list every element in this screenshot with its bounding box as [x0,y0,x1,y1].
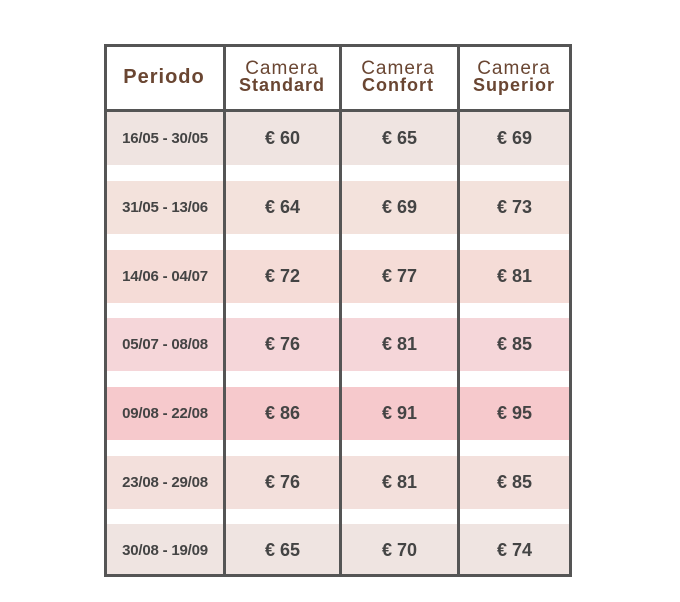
border-bottom [104,574,572,577]
cell-standard: € 76 [264,472,301,492]
cell-standard: € 64 [264,197,301,217]
cell-confort: € 70 [381,540,418,560]
cell-standard: € 60 [264,128,301,148]
cell-superior: € 69 [496,128,533,148]
cell-superior: € 74 [496,540,533,560]
table-row [104,250,572,303]
header-superior: Camera Superior [456,44,572,110]
cell-confort: € 77 [381,266,418,286]
cell-superior: € 81 [496,266,533,286]
table-row [104,181,572,234]
cell-period: 05/07 - 08/08 [122,336,208,353]
header-periodo-label: Periodo [123,65,205,88]
cell-period: 30/08 - 19/09 [122,542,208,559]
cell-superior: € 85 [496,334,533,354]
cell-superior: € 85 [496,472,533,492]
cell-standard: € 86 [264,403,301,423]
table-row [104,318,572,371]
cell-standard: € 76 [264,334,301,354]
cell-period: 16/05 - 30/05 [122,130,208,147]
border-right [569,44,572,577]
table-row [104,456,572,509]
table-row [104,524,572,577]
cell-superior: € 73 [496,197,533,217]
header-standard: Camera Standard [224,44,340,110]
price-table: Periodo Camera Standard Camera Confort C… [104,44,572,577]
border-col2 [339,44,342,577]
header-standard-line2: Standard [238,75,325,95]
cell-period: 14/06 - 04/07 [122,268,208,285]
cell-standard: € 65 [264,540,301,560]
border-col1 [223,44,226,577]
cell-period: 31/05 - 13/06 [122,199,208,216]
cell-confort: € 81 [381,472,418,492]
cell-period: 23/08 - 29/08 [122,474,208,491]
cell-confort: € 81 [381,334,418,354]
table-row [104,112,572,165]
border-left [104,44,107,577]
cell-confort: € 91 [381,403,418,423]
header-periodo: Periodo [104,44,224,110]
border-header [104,109,572,112]
header-confort-line1: Camera [361,58,435,79]
cell-confort: € 69 [381,197,418,217]
cell-standard: € 72 [264,266,301,286]
border-col3 [457,44,460,577]
border-top [104,44,572,47]
cell-period: 09/08 - 22/08 [122,405,208,422]
header-superior-line1: Camera [477,58,551,79]
cell-confort: € 65 [381,128,418,148]
cell-superior: € 95 [496,403,533,423]
header-standard-line1: Camera [245,58,319,79]
header-confort-line2: Confort [362,75,434,95]
header-superior-line2: Superior [472,75,555,95]
table-row [104,387,572,440]
header-confort: Camera Confort [340,44,456,110]
